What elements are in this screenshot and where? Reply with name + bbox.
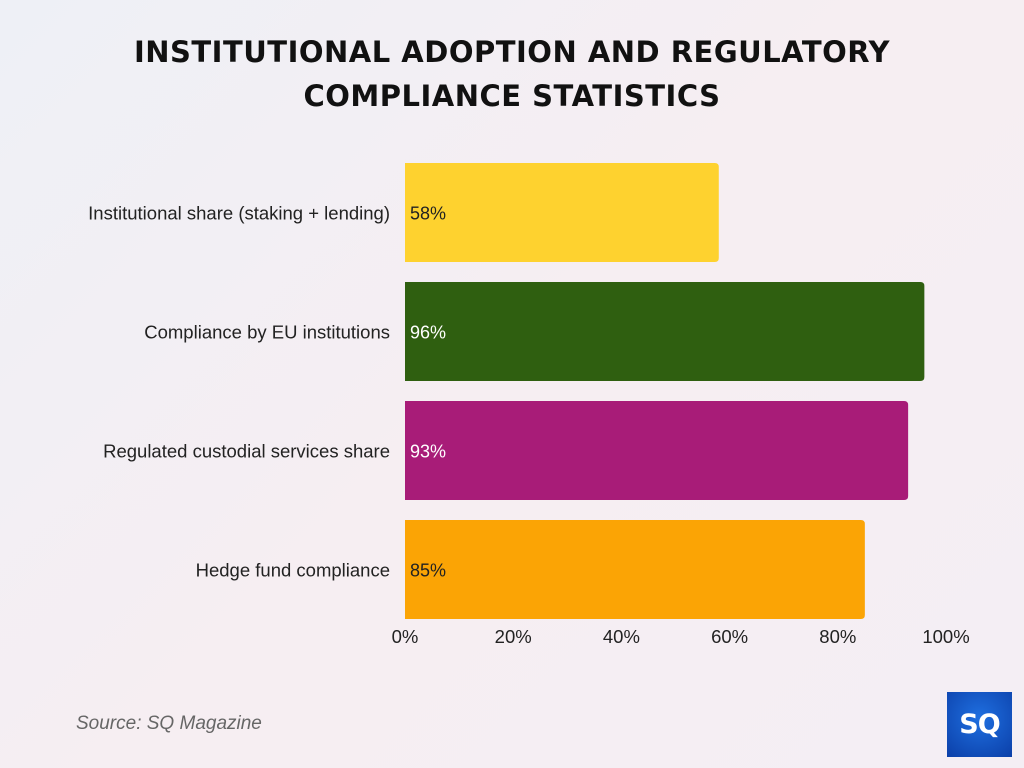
bar <box>405 520 865 619</box>
category-label: Institutional share (staking + lending) <box>88 203 390 224</box>
bar-value-label: 58% <box>410 204 446 224</box>
title-line-1: INSTITUTIONAL ADOPTION AND REGULATORY <box>133 35 891 69</box>
bar-value-label: 96% <box>410 323 446 343</box>
category-label: Hedge fund compliance <box>196 560 390 581</box>
logo-text: SQ <box>959 709 1000 740</box>
x-tick-label: 20% <box>495 626 532 647</box>
category-label: Regulated custodial services share <box>103 441 390 462</box>
x-tick-label: 80% <box>819 626 856 647</box>
bar <box>405 282 925 381</box>
sq-logo: SQ <box>947 692 1012 757</box>
bar-value-label: 85% <box>410 561 446 581</box>
title-line-2: COMPLIANCE STATISTICS <box>303 79 721 113</box>
bar <box>405 163 719 262</box>
x-tick-label: 100% <box>922 626 969 647</box>
x-tick-label: 40% <box>603 626 640 647</box>
category-label: Compliance by EU institutions <box>144 322 390 343</box>
chart-title: INSTITUTIONAL ADOPTION AND REGULATORY CO… <box>0 30 1024 118</box>
x-tick-label: 60% <box>711 626 748 647</box>
source-note: Source: SQ Magazine <box>76 713 262 734</box>
x-tick-label: 0% <box>392 626 419 647</box>
bar <box>405 401 909 500</box>
bar-value-label: 93% <box>410 442 446 462</box>
